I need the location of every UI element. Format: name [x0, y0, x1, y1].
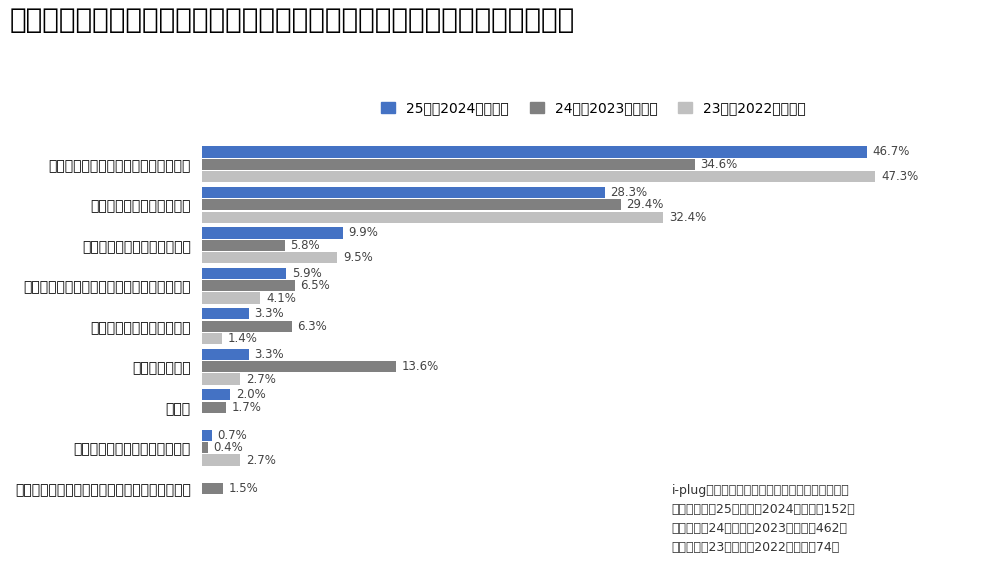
Bar [202, 240, 285, 251]
Bar [202, 373, 240, 385]
Bar [202, 402, 226, 413]
Bar [202, 227, 343, 239]
Text: 0.7%: 0.7% [218, 429, 247, 442]
Bar [202, 212, 663, 223]
Bar [202, 430, 212, 441]
Text: 6.3%: 6.3% [297, 320, 327, 333]
Text: 46.7%: 46.7% [873, 146, 910, 158]
Text: 3.3%: 3.3% [255, 348, 284, 361]
Legend: 25卒（2024年調査）, 24卒（2023年調査）, 23卒（2022年調査）: 25卒（2024年調査）, 24卒（2023年調査）, 23卒（2022年調査） [375, 96, 812, 121]
Text: 9.9%: 9.9% [349, 226, 378, 239]
Text: 9.5%: 9.5% [343, 251, 373, 264]
Text: 13.6%: 13.6% [401, 360, 439, 373]
Text: 2.7%: 2.7% [246, 453, 276, 466]
Bar [202, 333, 222, 344]
Bar [202, 483, 223, 494]
Text: 32.4%: 32.4% [669, 210, 706, 224]
Bar [202, 389, 230, 400]
Text: 2.7%: 2.7% [246, 373, 276, 386]
Bar [202, 146, 867, 157]
Bar [202, 187, 605, 198]
Bar [202, 455, 240, 466]
Bar [202, 171, 875, 182]
Text: 地元に戻りたい、地元に住む理由として最も近いものを回答してください。: 地元に戻りたい、地元に住む理由として最も近いものを回答してください。 [10, 6, 575, 34]
Text: 4.1%: 4.1% [266, 292, 296, 305]
Text: 29.4%: 29.4% [626, 199, 664, 212]
Text: 5.9%: 5.9% [292, 267, 321, 280]
Bar [202, 199, 621, 210]
Text: 1.5%: 1.5% [229, 482, 259, 495]
Bar [202, 268, 286, 279]
Text: 3.3%: 3.3% [255, 307, 284, 320]
Text: 6.5%: 6.5% [300, 279, 330, 292]
Text: i-plug調べ「就職活動状況に関するアンケート」
有効回答数：25卒学生（2024年調査）152件
　　　　　24卒学生（2023年調査）462件
　　　　　: i-plug調べ「就職活動状況に関するアンケート」 有効回答数：25卒学生（20… [672, 484, 856, 554]
Text: 2.0%: 2.0% [236, 389, 266, 402]
Text: 47.3%: 47.3% [881, 170, 918, 183]
Bar [202, 442, 208, 453]
Bar [202, 361, 396, 372]
Bar [202, 349, 249, 360]
Bar [202, 309, 249, 319]
Bar [202, 158, 695, 170]
Text: 0.4%: 0.4% [213, 441, 243, 454]
Bar [202, 320, 292, 332]
Text: 28.3%: 28.3% [611, 186, 648, 199]
Bar [202, 252, 337, 263]
Text: 1.4%: 1.4% [228, 332, 257, 345]
Bar [202, 280, 295, 292]
Text: 34.6%: 34.6% [700, 158, 738, 171]
Text: 5.8%: 5.8% [290, 239, 320, 252]
Text: 1.7%: 1.7% [232, 401, 262, 414]
Bar [202, 293, 260, 304]
